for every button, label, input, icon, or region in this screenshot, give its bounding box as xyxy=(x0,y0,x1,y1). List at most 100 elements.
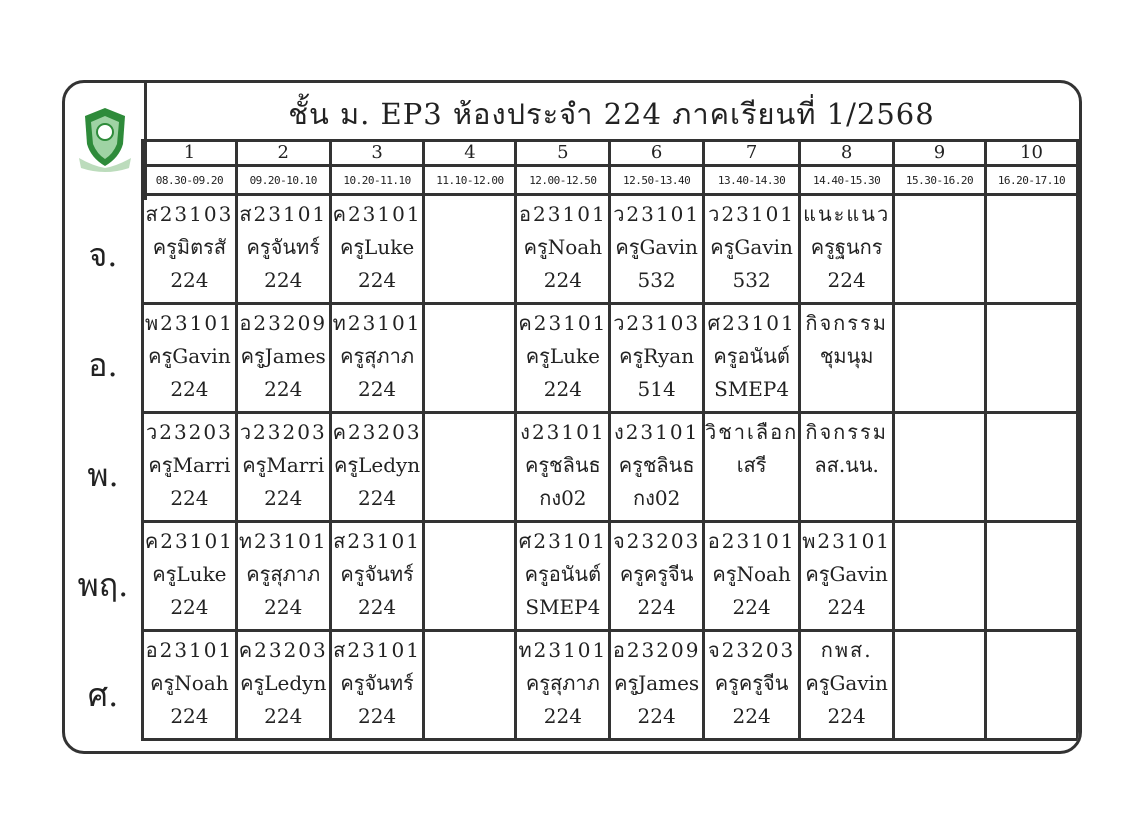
class-cell: ส23103 ครูมิตรสั 224 xyxy=(141,193,238,305)
teacher-name: ครูอนันต์ xyxy=(524,562,602,586)
teacher-name: ครูGavin xyxy=(710,235,793,259)
class-cell: ง23101 ครูชลินธ กง02 xyxy=(514,411,612,523)
teacher-name: เสรี xyxy=(736,453,767,477)
subject-code: ค23203 xyxy=(332,420,422,444)
class-cell xyxy=(984,302,1079,414)
class-cell: อ23101 ครูNoah 224 xyxy=(701,520,802,632)
subject-code: อ23101 xyxy=(707,529,796,553)
room: 224 xyxy=(170,486,209,510)
teacher-name: ครูLedyn xyxy=(240,671,327,695)
class-cell xyxy=(892,629,987,741)
class-cell: ง23101 ครูชลินธกง02 xyxy=(608,411,705,523)
period-number: 1 xyxy=(141,139,238,167)
class-cell: ว23101 ครูGavin 532 xyxy=(701,193,802,305)
room: 224 xyxy=(264,704,303,728)
subject-code: ส23101 xyxy=(333,529,421,553)
class-cell: ค23101 ครูLuke 224 xyxy=(141,520,238,632)
room: 224 xyxy=(637,704,676,728)
teacher-name: ครูNoah xyxy=(523,235,603,259)
subject-code: ว23103 xyxy=(613,311,701,335)
shield-logo-icon xyxy=(78,107,131,172)
subject-code: จ23203 xyxy=(612,529,701,553)
period-number: 10 xyxy=(984,139,1079,167)
subject-code: อ23209 xyxy=(612,638,701,662)
room: 224 xyxy=(357,377,397,401)
room: 224 xyxy=(732,704,771,728)
class-cell xyxy=(984,520,1079,632)
room: 224 xyxy=(827,704,866,728)
subject-code: ส23101 xyxy=(333,638,421,662)
room: 224 xyxy=(170,268,209,292)
room: 514 xyxy=(637,377,676,401)
teacher-name: ครูRyan xyxy=(619,344,695,368)
period-time: 15.30-16.20 xyxy=(892,164,987,196)
teacher-name: ครูLuke xyxy=(525,344,600,368)
subject-code: ว23101 xyxy=(708,202,796,226)
period-number-row: 1 2 3 4 5 6 7 8 9 10 xyxy=(141,139,1079,167)
period-time: 12.50-13.40 xyxy=(608,164,705,196)
room: 224 xyxy=(827,268,866,292)
teacher-name: ครูLuke xyxy=(339,235,415,259)
class-cell xyxy=(422,302,518,414)
class-cell xyxy=(984,411,1079,523)
day-row: ส23103 ครูมิตรสั 224 ส23101 ครูจันทร์ 224 ค231… xyxy=(141,193,1079,305)
class-cell: กพส. ครูGavin 224 xyxy=(798,629,896,741)
class-cell: ค23203 ครูLedyn 224 xyxy=(328,411,426,523)
subject-code: อ23101 xyxy=(519,202,607,226)
teacher-name: ครูสุภาภ xyxy=(246,562,321,586)
room: 224 xyxy=(264,486,303,510)
room: กง02 xyxy=(632,486,681,510)
day-label: อ. xyxy=(88,346,118,384)
subject-code: ค23101 xyxy=(518,311,608,335)
teacher-name: ครูGavin xyxy=(148,344,231,368)
teacher-name: ครูจันทร์ xyxy=(340,562,414,586)
class-cell: ส23101 ครูจันทร์ 224 xyxy=(328,520,426,632)
teacher-name: ครูจันทร์ xyxy=(246,235,320,259)
class-cell: ศ23101 ครูอนันต์ SMEP4 xyxy=(514,520,612,632)
period-time: 13.40-14.30 xyxy=(701,164,802,196)
class-cell xyxy=(422,629,518,741)
room: 224 xyxy=(543,377,582,401)
period-number: 7 xyxy=(701,139,802,167)
room: 224 xyxy=(170,595,209,619)
class-cell xyxy=(984,193,1079,305)
room: 224 xyxy=(732,595,771,619)
room: 224 xyxy=(357,268,397,292)
day-label: พฤ. xyxy=(77,566,129,604)
room: 224 xyxy=(357,704,397,728)
period-number: 3 xyxy=(328,139,426,167)
teacher-name: ครูชลินธ xyxy=(618,453,695,477)
room: 224 xyxy=(264,268,303,292)
subject-code: ง23101 xyxy=(520,420,606,444)
class-cell: ท23101 ครูสุภาภ 224 xyxy=(234,520,332,632)
class-cell: อ23101 ครูNoah 224 xyxy=(141,629,238,741)
day-label: ศ. xyxy=(87,676,119,714)
subject-code: ว23203 xyxy=(239,420,327,444)
class-cell: ส23101 ครูจันทร์ 224 xyxy=(234,193,332,305)
teacher-name: ครูจันทร์ xyxy=(340,671,414,695)
subject-code: ส23101 xyxy=(239,202,328,226)
class-cell xyxy=(422,411,518,523)
subject-code: ง23101 xyxy=(613,420,700,444)
class-cell xyxy=(892,193,987,305)
subject-code: ค23101 xyxy=(332,202,422,226)
subject-code: พ23101 xyxy=(802,529,892,553)
day-label: พ. xyxy=(87,456,119,494)
subject-code: แนะแนว xyxy=(803,202,891,226)
period-number: 8 xyxy=(798,139,896,167)
subject-code: อ23101 xyxy=(145,638,234,662)
subject-code: ส23103 xyxy=(145,202,234,226)
class-cell: ว23203 ครูMarri 224 xyxy=(234,411,332,523)
teacher-name: ครูฐนกร xyxy=(810,235,883,259)
subject-code: ว23203 xyxy=(145,420,233,444)
teacher-name: ครูGavin xyxy=(615,235,698,259)
class-cell xyxy=(984,629,1079,741)
period-time: 10.20-11.10 xyxy=(328,164,426,196)
subject-code: ค23203 xyxy=(238,638,328,662)
day-label: จ. xyxy=(88,236,118,274)
period-time: 11.10-12.00 xyxy=(422,164,518,196)
teacher-name: ชุมนุม xyxy=(819,344,874,368)
day-row: ค23101 ครูLuke 224 ท23101 ครูสุภาภ 224 ส23101 ค… xyxy=(141,520,1079,632)
period-time: 12.00-12.50 xyxy=(514,164,612,196)
class-cell: อ23101 ครูNoah 224 xyxy=(514,193,612,305)
